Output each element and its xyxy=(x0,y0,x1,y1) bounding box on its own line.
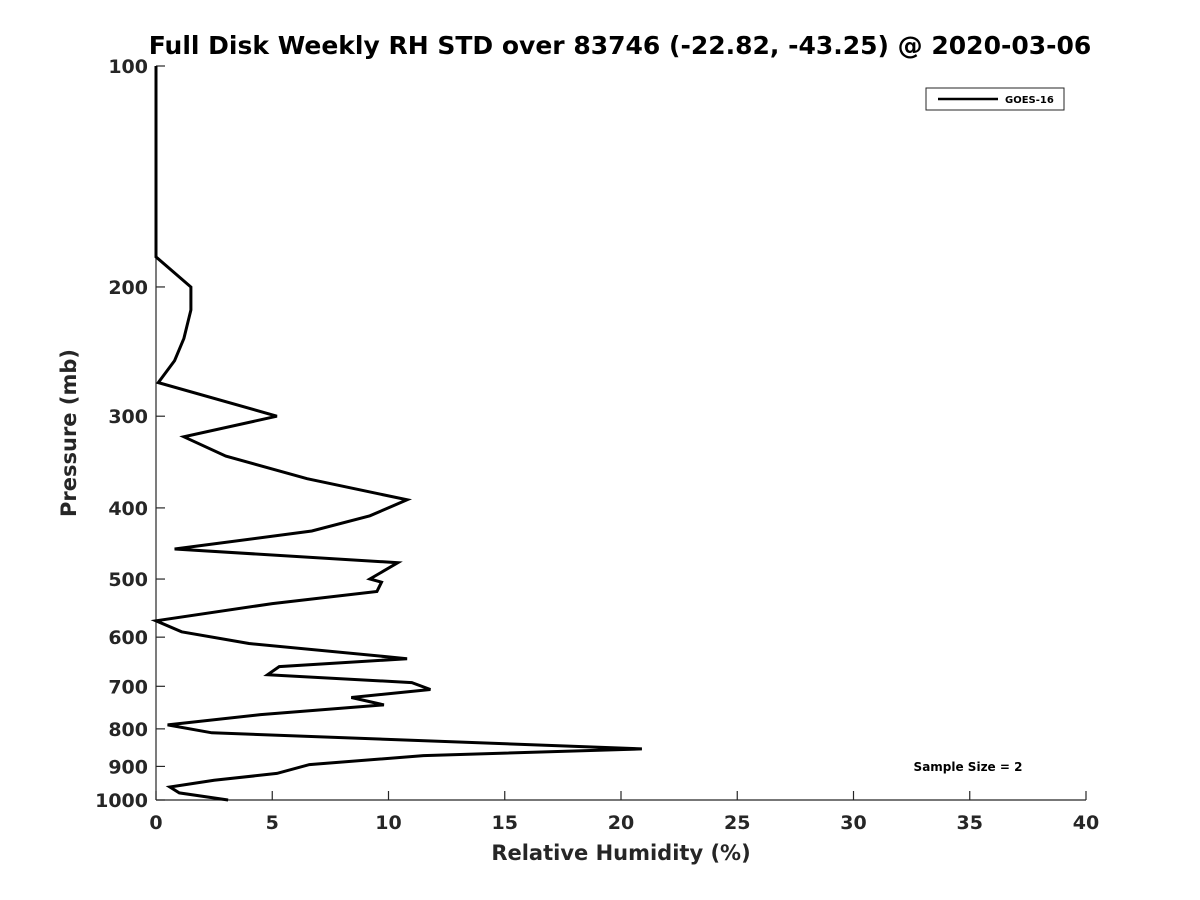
y-tick-label: 800 xyxy=(108,719,148,741)
sample-size-annotation: Sample Size = 2 xyxy=(914,760,1023,774)
series-line-goes-16 xyxy=(150,66,642,802)
legend-entry-label: GOES-16 xyxy=(1005,95,1054,106)
y-tick-label: 700 xyxy=(108,676,148,698)
x-tick-label: 35 xyxy=(957,812,983,834)
x-axis-ticks: 0 5 10 15 20 25 30 35 40 xyxy=(149,791,1099,834)
chart-title: Full Disk Weekly RH STD over 83746 (-22.… xyxy=(149,31,1092,60)
x-axis-label: Relative Humidity (%) xyxy=(491,841,750,865)
x-tick-label: 40 xyxy=(1073,812,1099,834)
y-tick-label: 200 xyxy=(108,277,148,299)
series-layer xyxy=(150,66,642,802)
x-tick-label: 30 xyxy=(840,812,866,834)
y-tick-label: 900 xyxy=(108,756,148,778)
y-axis-ticks: 100 200 300 400 500 600 700 800 900 1000 xyxy=(95,56,165,812)
x-tick-label: 15 xyxy=(492,812,518,834)
x-tick-label: 0 xyxy=(149,812,162,834)
x-tick-label: 10 xyxy=(375,812,401,834)
x-tick-label: 25 xyxy=(724,812,750,834)
plot-area xyxy=(155,66,1086,801)
y-axis-label: Pressure (mb) xyxy=(57,349,81,517)
y-tick-label: 300 xyxy=(108,406,148,428)
y-tick-label: 400 xyxy=(108,498,148,520)
y-tick-label: 500 xyxy=(108,569,148,591)
x-tick-label: 5 xyxy=(266,812,279,834)
legend: GOES-16 xyxy=(925,87,1065,111)
y-tick-label: 1000 xyxy=(95,790,148,812)
y-tick-label: 100 xyxy=(108,56,148,78)
x-tick-label: 20 xyxy=(608,812,634,834)
y-tick-label: 600 xyxy=(108,627,148,649)
